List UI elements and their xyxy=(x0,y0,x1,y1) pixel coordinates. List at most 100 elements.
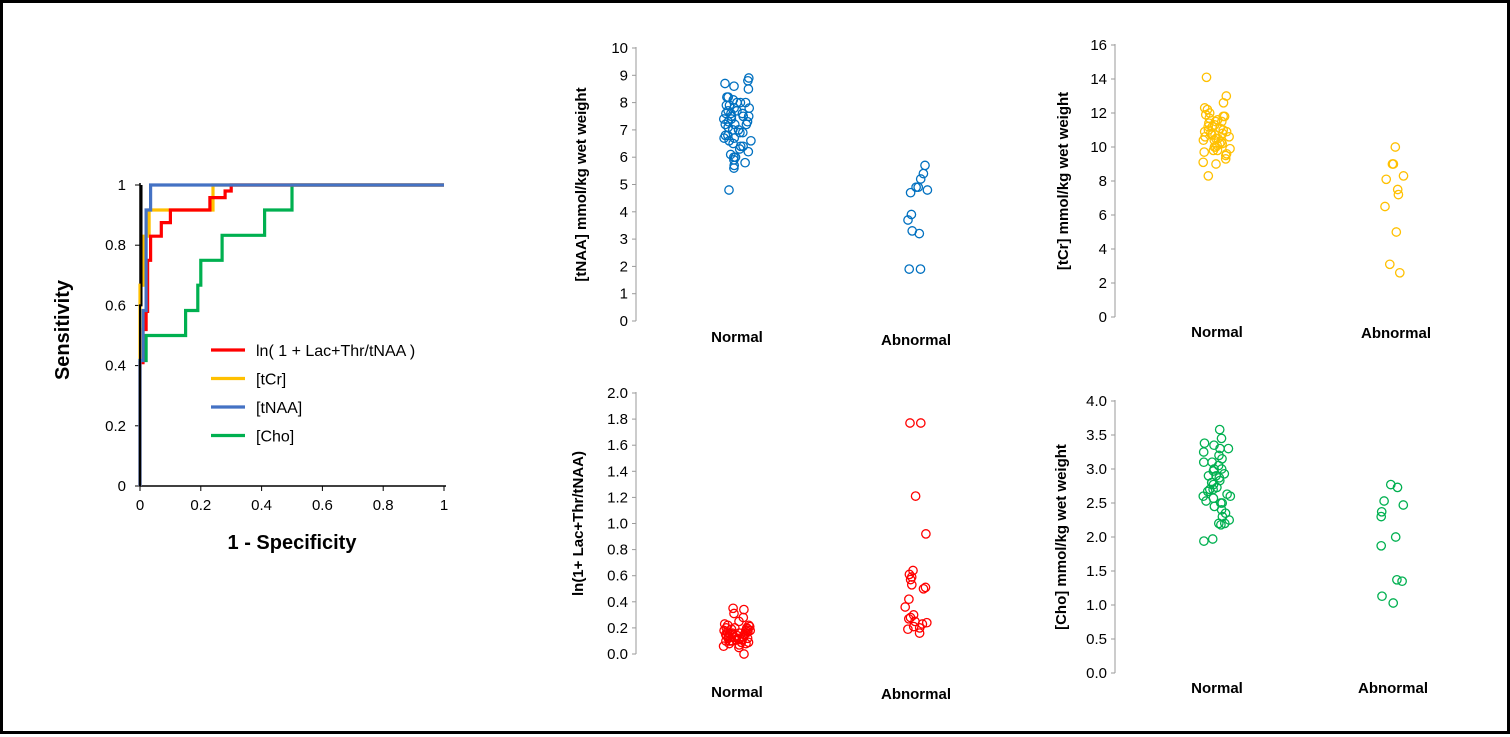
tnaa-point xyxy=(720,119,731,130)
tnaa-point xyxy=(906,209,917,220)
ratio-point xyxy=(910,491,921,501)
cho-point xyxy=(1201,496,1211,506)
tnaa-point xyxy=(746,135,756,146)
ratio-category-label: Abnormal xyxy=(881,686,951,703)
tcr-point xyxy=(1392,184,1403,195)
cho-point xyxy=(1223,443,1234,454)
cho-y-tick-label: 2.5 xyxy=(1086,495,1107,512)
tcr-point xyxy=(1199,103,1210,113)
roc-y-axis-title: Sensitivity xyxy=(52,279,74,380)
tnaa-y-tick-label: 5 xyxy=(620,177,628,194)
tnaa-point xyxy=(735,127,745,138)
cho-point xyxy=(1216,519,1226,530)
ratio-point xyxy=(905,418,915,428)
ratio-point xyxy=(900,602,911,612)
roc-x-tick-label: 0.6 xyxy=(312,497,333,514)
figure-canvas: 0 0.2 0.4 0.6 0.8 100.20.40.60.811 - Specific… xyxy=(52,37,1431,703)
ratio-point xyxy=(921,617,932,628)
cho-y-tick-label: 1.5 xyxy=(1086,563,1107,580)
ratio-y-tick-label: 0.8 xyxy=(607,542,628,559)
cho-y-tick-label: 4.0 xyxy=(1086,393,1107,410)
tnaa-point xyxy=(723,116,734,127)
tcr-point xyxy=(1207,121,1218,132)
ratio-point xyxy=(906,579,917,590)
tcr-point xyxy=(1387,159,1398,169)
tcr-point xyxy=(1199,147,1210,157)
tcr-y-tick-label: 12 xyxy=(1090,105,1107,122)
tnaa-point xyxy=(725,149,736,160)
tnaa-y-tick-label: 8 xyxy=(620,95,628,112)
tcr-point xyxy=(1210,116,1221,127)
ratio-y-tick-label: 0.0 xyxy=(607,646,628,663)
cho-point xyxy=(1198,491,1209,502)
tcr-point xyxy=(1218,111,1229,122)
tnaa-point xyxy=(726,114,737,124)
tnaa-point xyxy=(905,187,916,198)
ratio-point xyxy=(905,574,916,585)
tnaa-category-label: Normal xyxy=(711,329,763,346)
ratio-point xyxy=(728,603,738,614)
cho-y-tick-label: 0.0 xyxy=(1086,665,1107,682)
tnaa-point xyxy=(740,97,751,108)
tnaa-point xyxy=(914,228,925,239)
ratio-y-tick-label: 0.6 xyxy=(607,568,628,585)
roc-x-tick-label: 0.8 xyxy=(373,497,394,514)
cho-point xyxy=(1203,470,1214,481)
ratio-point xyxy=(734,642,744,653)
tnaa-point xyxy=(911,182,921,193)
cho-point xyxy=(1379,496,1389,506)
ratio-point xyxy=(904,594,914,605)
ratio-y-tick-label: 1.2 xyxy=(607,489,628,506)
cho-point xyxy=(1198,447,1209,457)
tcr-point xyxy=(1224,131,1234,142)
ratio-point xyxy=(739,649,749,659)
ratio-point xyxy=(739,604,749,615)
cho-point xyxy=(1225,491,1236,502)
tcr-point xyxy=(1214,138,1225,149)
ratio-point xyxy=(740,625,751,636)
roc-x-tick-label: 0.4 xyxy=(251,497,272,514)
ratio-y-tick-label: 1.0 xyxy=(607,516,628,533)
ratio-point xyxy=(903,624,913,635)
tcr-point xyxy=(1225,143,1235,154)
tnaa-point xyxy=(724,185,734,195)
cho-point xyxy=(1392,574,1402,585)
ratio-y-tick-label: 1.6 xyxy=(607,437,628,454)
legend-label: [tNAA] xyxy=(256,400,302,417)
ratio-y-tick-label: 1.4 xyxy=(607,463,628,480)
cho-category-label: Normal xyxy=(1191,680,1243,697)
tnaa-y-tick-label: 10 xyxy=(611,40,628,57)
ratio-point xyxy=(918,583,929,594)
tcr-point xyxy=(1218,97,1229,108)
tnaa-y-axis-title: [tNAA] mmol/kg wet weight xyxy=(573,87,590,281)
cho-point xyxy=(1213,518,1224,529)
cho-point xyxy=(1390,532,1401,542)
roc-reference-line xyxy=(139,185,143,486)
tnaa-y-tick-label: 3 xyxy=(620,231,628,248)
tcr-point xyxy=(1390,142,1401,152)
cho-point xyxy=(1204,484,1215,495)
tnaa-point xyxy=(915,264,926,274)
tcr-point xyxy=(1212,145,1223,156)
tnaa-y-tick-label: 6 xyxy=(620,149,628,166)
cho-y-tick-label: 3.0 xyxy=(1086,461,1107,478)
cho-point xyxy=(1392,482,1403,493)
tcr-point xyxy=(1203,171,1214,181)
ratio-point xyxy=(915,418,926,428)
cho-point xyxy=(1214,424,1225,435)
tnaa-point xyxy=(904,264,915,274)
tnaa-point xyxy=(740,157,750,168)
tnaa-y-tick-label: 1 xyxy=(620,286,628,303)
tcr-y-axis-title: [tCr] mmol/kg wet weight xyxy=(1055,92,1072,270)
ratio-point xyxy=(718,641,729,652)
roc-x-tick-label: 0.2 xyxy=(190,497,211,514)
tnaa-category-label: Abnormal xyxy=(881,332,951,349)
tcr-y-tick-label: 14 xyxy=(1090,71,1107,88)
tcr-point xyxy=(1380,201,1390,212)
tnaa-y-tick-label: 2 xyxy=(620,258,628,275)
cho-point xyxy=(1388,598,1399,608)
tnaa-y-tick-label: 9 xyxy=(620,67,628,84)
tcr-point xyxy=(1393,189,1404,200)
roc-y-tick-label: 0.4 xyxy=(105,358,126,375)
tcr-point xyxy=(1199,126,1210,137)
